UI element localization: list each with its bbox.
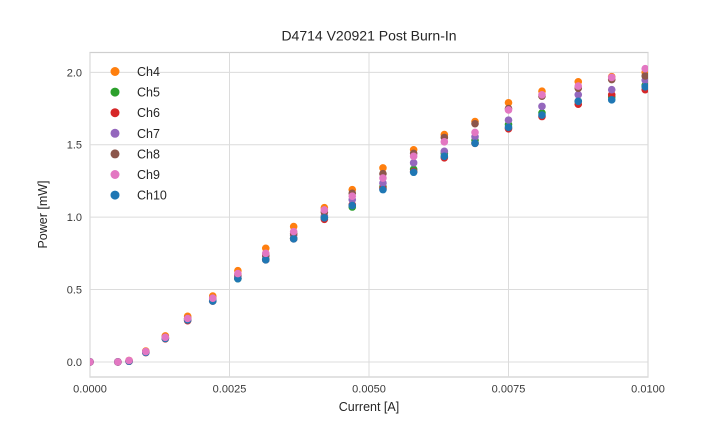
scatter-point-ch9 xyxy=(538,90,546,99)
y-tick-label: 2.0 xyxy=(67,67,82,79)
scatter-point-ch9 xyxy=(234,269,242,278)
legend-item-ch5: Ch5 xyxy=(110,86,160,100)
scatter-point-ch9 xyxy=(289,227,298,236)
legend-item-ch4: Ch4 xyxy=(110,65,160,79)
x-tick-label: 0.0075 xyxy=(492,384,526,396)
legend-item-label: Ch9 xyxy=(137,168,160,182)
x-tick-labels: 0.0000 0.0025 0.0050 0.0075 0.0100 xyxy=(73,384,665,396)
scatter-point-ch7 xyxy=(574,90,583,99)
scatter-point-ch9 xyxy=(114,358,122,366)
x-tick-label: 0.0000 xyxy=(73,384,107,396)
legend-item-label: Ch10 xyxy=(137,189,167,203)
legend-marker-icon xyxy=(110,67,120,76)
legend-item-ch6: Ch6 xyxy=(110,106,160,120)
gridlines xyxy=(89,52,649,377)
chart-title: D4714 V20921 Post Burn-In xyxy=(281,28,456,44)
x-tick-label: 0.0100 xyxy=(631,384,665,396)
scatter-point-ch8 xyxy=(471,119,479,128)
scatter-point-ch10 xyxy=(409,168,418,177)
scatter-point-ch10 xyxy=(440,152,449,161)
legend-item-ch10: Ch10 xyxy=(110,189,167,203)
scatter-point-ch9 xyxy=(208,294,217,303)
scatter-point-ch10 xyxy=(471,139,479,148)
legend-item-ch7: Ch7 xyxy=(110,127,160,141)
scatter-point-ch9 xyxy=(574,82,583,90)
scatter-points xyxy=(90,64,648,366)
legend-marker-icon xyxy=(110,87,120,97)
legend-marker-icon xyxy=(110,128,120,138)
scatter-point-ch9 xyxy=(161,333,170,342)
scatter-point-ch9 xyxy=(471,128,479,137)
scatter-point-ch4 xyxy=(504,98,513,107)
y-tick-label: 1.5 xyxy=(67,140,82,152)
scatter-point-ch10 xyxy=(504,123,513,132)
scatter-point-ch10 xyxy=(574,97,583,106)
x-tick-label: 0.0050 xyxy=(352,384,386,396)
legend-marker-icon xyxy=(110,190,120,200)
scatter-point-ch9 xyxy=(183,314,192,323)
y-axis-label: Power [mW] xyxy=(36,180,50,248)
scatter-point-ch10 xyxy=(538,111,546,119)
y-tick-label: 0.5 xyxy=(67,285,82,297)
scatter-point-ch9 xyxy=(320,206,329,214)
scatter-point-ch9 xyxy=(348,192,357,200)
legend-item-label: Ch7 xyxy=(137,127,160,141)
legend-marker-icon xyxy=(110,108,120,118)
legend-marker-icon xyxy=(110,149,120,159)
scatter-point-ch9 xyxy=(142,347,150,356)
legend-item-ch9: Ch9 xyxy=(110,168,160,182)
scatter-point-ch8 xyxy=(641,72,648,80)
legend-item-label: Ch8 xyxy=(137,147,160,161)
scatter-point-ch7 xyxy=(607,85,616,94)
scatter-point-ch10 xyxy=(607,96,616,104)
scatter-point-ch9 xyxy=(90,358,94,366)
legend: Ch4 Ch5 Ch6 Ch7 Ch8 Ch9 Ch10 xyxy=(110,65,167,203)
y-tick-label: 1.0 xyxy=(67,212,82,224)
scatter-point-ch9 xyxy=(440,138,449,146)
legend-item-label: Ch5 xyxy=(137,86,160,100)
scatter-point-ch10 xyxy=(348,201,357,210)
x-tick-label: 0.0025 xyxy=(213,384,247,396)
scatter-point-ch10 xyxy=(641,83,648,91)
scatter-point-ch10 xyxy=(289,235,298,243)
scatter-point-ch10 xyxy=(320,214,329,222)
y-tick-labels: 0.0 0.5 1.0 1.5 2.0 xyxy=(67,67,82,369)
scatter-point-ch9 xyxy=(504,106,513,114)
legend-marker-icon xyxy=(110,170,120,179)
scatter-point-ch7 xyxy=(504,116,513,124)
scatter-point-ch7 xyxy=(538,102,546,111)
legend-item-label: Ch4 xyxy=(137,65,160,79)
legend-item-ch8: Ch8 xyxy=(110,147,160,161)
y-tick-label: 0.0 xyxy=(67,357,82,369)
series-ch9 xyxy=(90,64,648,366)
x-axis-label: Current [A] xyxy=(339,400,399,414)
scatter-point-ch7 xyxy=(409,159,418,167)
scatter-point-ch4 xyxy=(379,164,387,172)
scatter-point-ch10 xyxy=(379,185,387,194)
scatter-point-ch9 xyxy=(409,152,418,161)
scatter-point-ch9 xyxy=(641,64,648,73)
legend-item-label: Ch6 xyxy=(137,106,160,120)
scatter-point-ch10 xyxy=(261,256,270,264)
scatter-point-ch9 xyxy=(261,249,270,258)
scatter-point-ch9 xyxy=(379,174,387,182)
scatter-point-ch9 xyxy=(607,73,616,82)
scatter-point-ch9 xyxy=(125,356,133,365)
